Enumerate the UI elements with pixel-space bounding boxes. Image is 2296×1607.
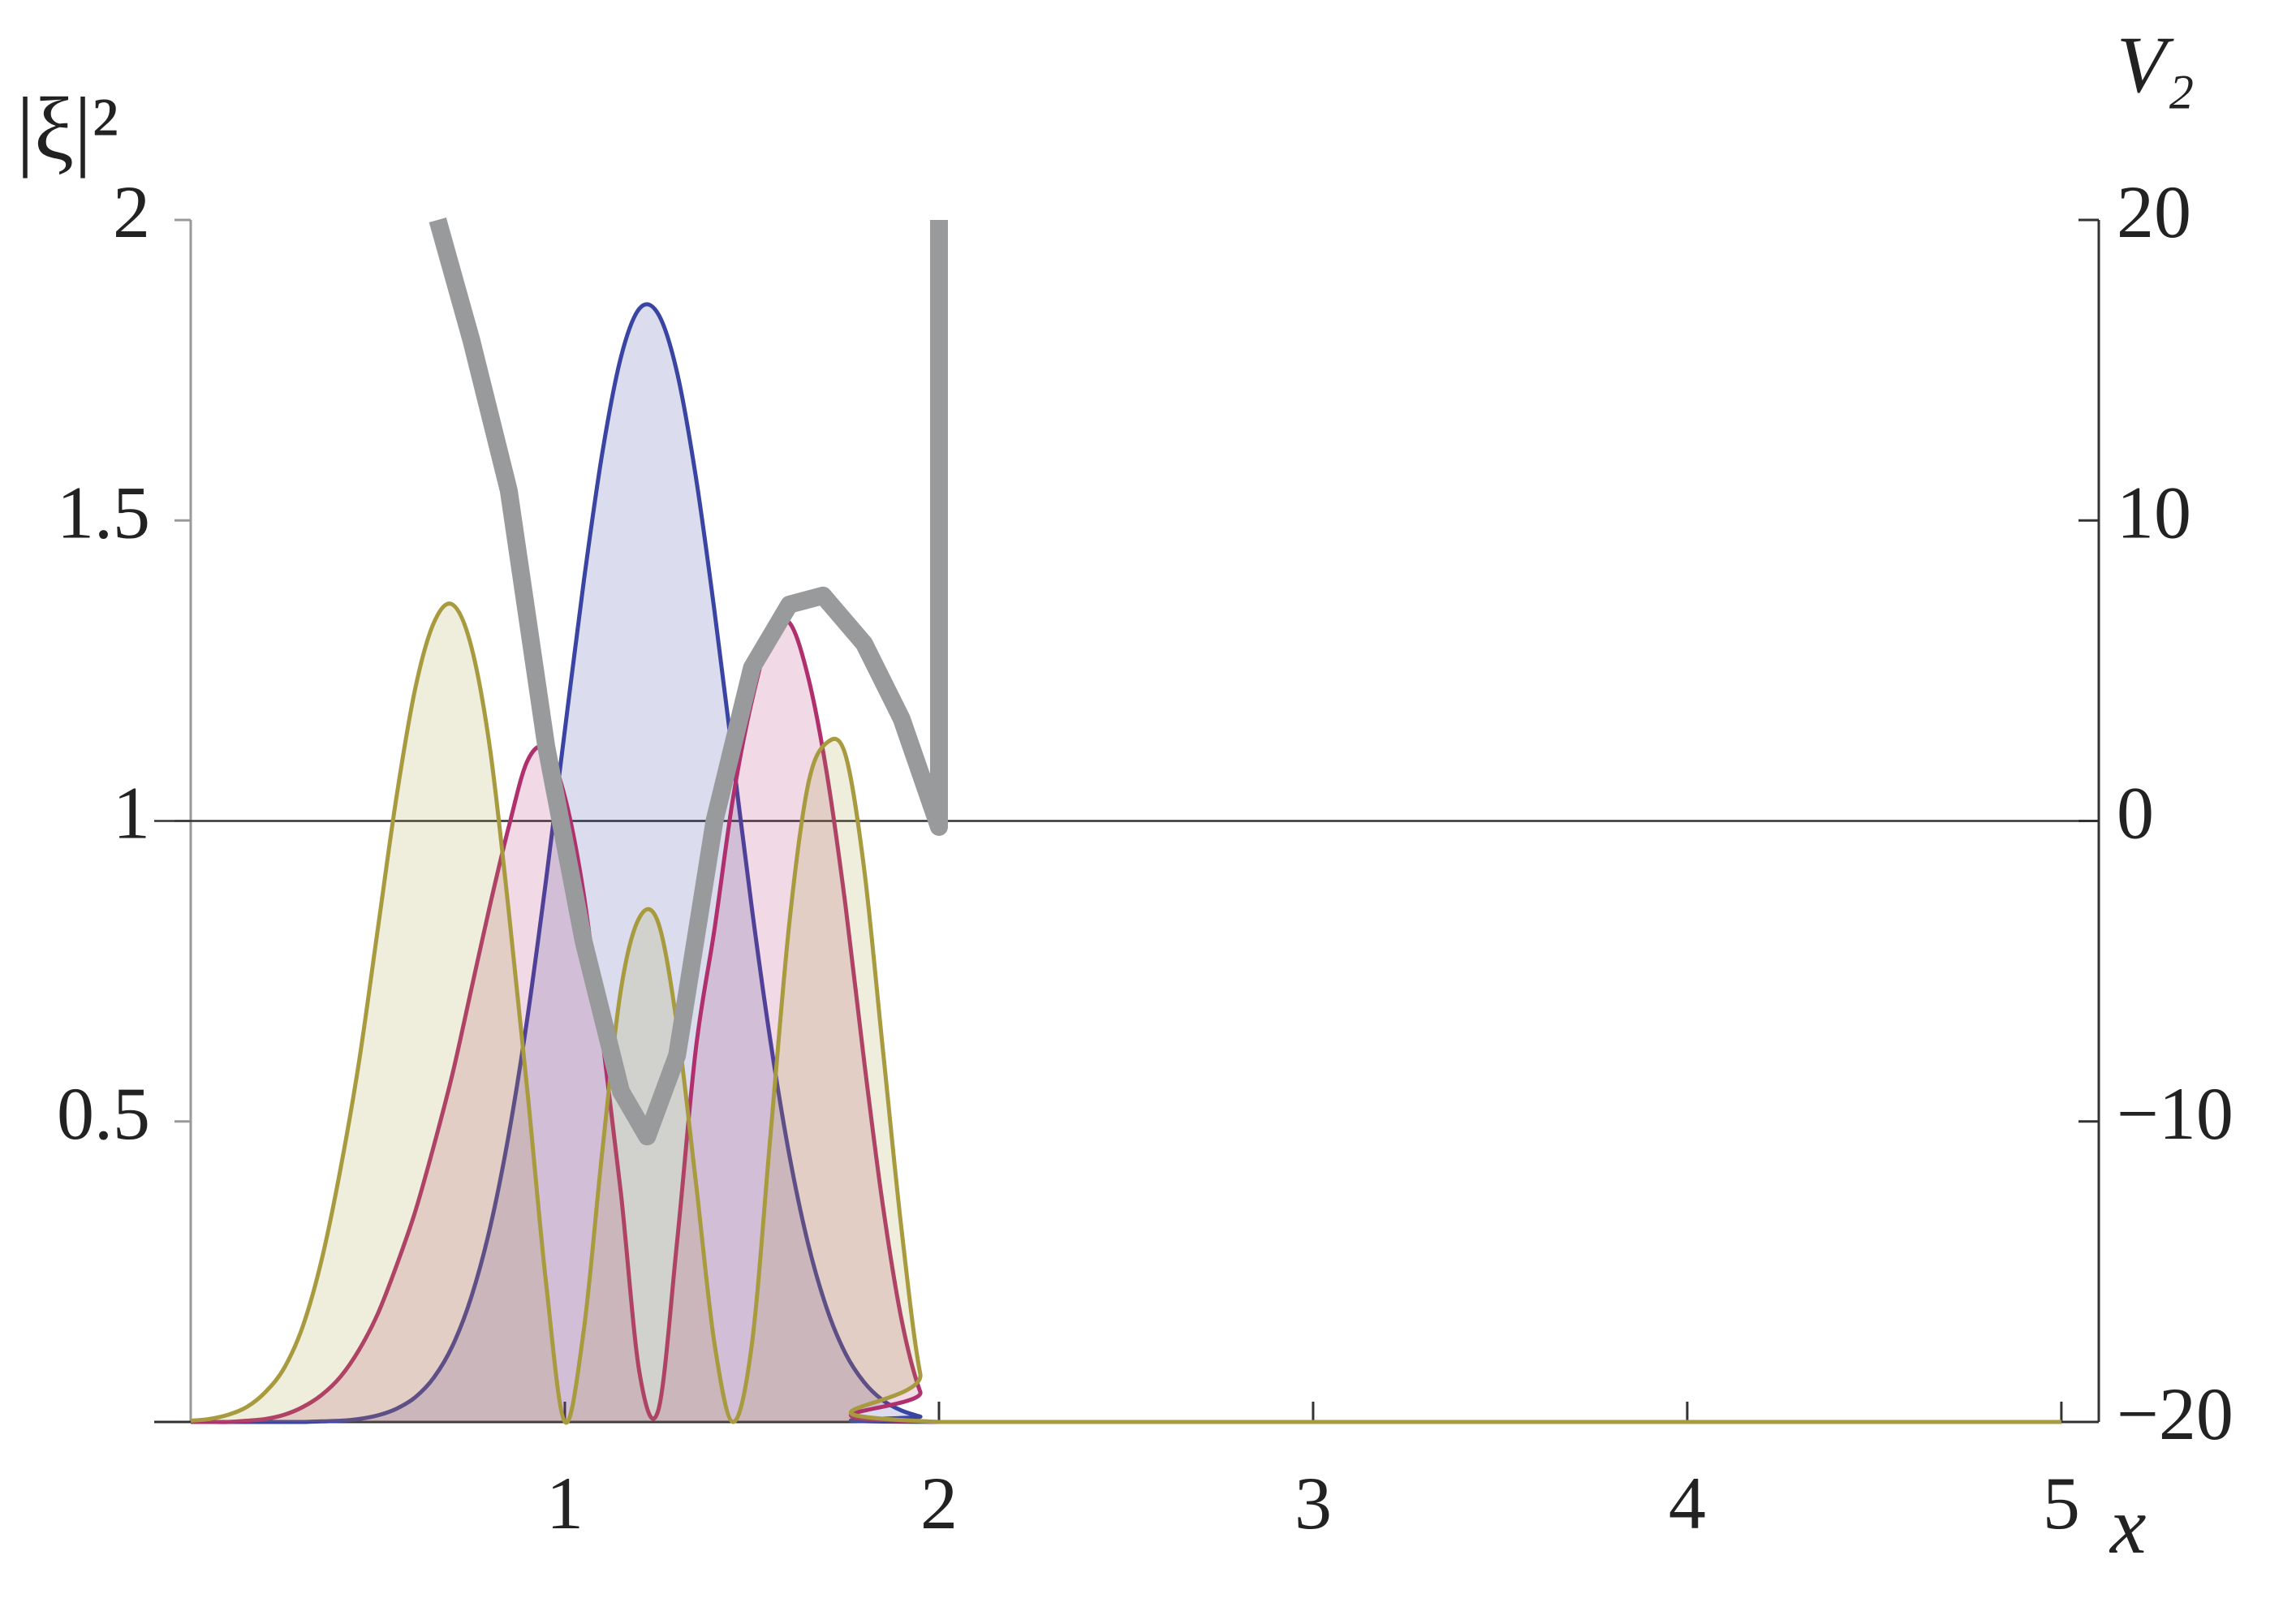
y-tick-label: 1.5 bbox=[57, 471, 150, 554]
y-tick-label: 2 bbox=[113, 170, 150, 253]
x-tick-label: 4 bbox=[1669, 1462, 1706, 1545]
y2-tick-label: 10 bbox=[2117, 471, 2191, 554]
x-axis-label: x bbox=[2109, 1480, 2146, 1570]
density-line bbox=[190, 601, 2061, 1425]
density-area bbox=[191, 619, 2061, 1423]
density-line bbox=[190, 618, 2061, 1424]
density-line bbox=[190, 302, 2061, 1424]
x-tick-label: 5 bbox=[2043, 1462, 2080, 1545]
potential-line bbox=[429, 218, 948, 1146]
x-tick-label: 2 bbox=[920, 1462, 958, 1545]
y-tick-label: 0.5 bbox=[57, 1072, 150, 1155]
y2-tick-label: 20 bbox=[2117, 170, 2191, 253]
x-tick-label: 1 bbox=[546, 1462, 584, 1545]
y2-axis-label: V₂ bbox=[2117, 19, 2195, 110]
y2-tick-label: −10 bbox=[2117, 1072, 2234, 1155]
x-tick-label: 3 bbox=[1294, 1462, 1332, 1545]
y-axis-label: |ξ|² bbox=[16, 79, 118, 178]
density-area bbox=[191, 603, 2061, 1423]
density-area bbox=[191, 304, 2061, 1423]
y2-tick-label: 0 bbox=[2117, 772, 2154, 855]
y2-tick-label: −20 bbox=[2117, 1372, 2234, 1455]
y-tick-label: 1 bbox=[113, 772, 150, 855]
